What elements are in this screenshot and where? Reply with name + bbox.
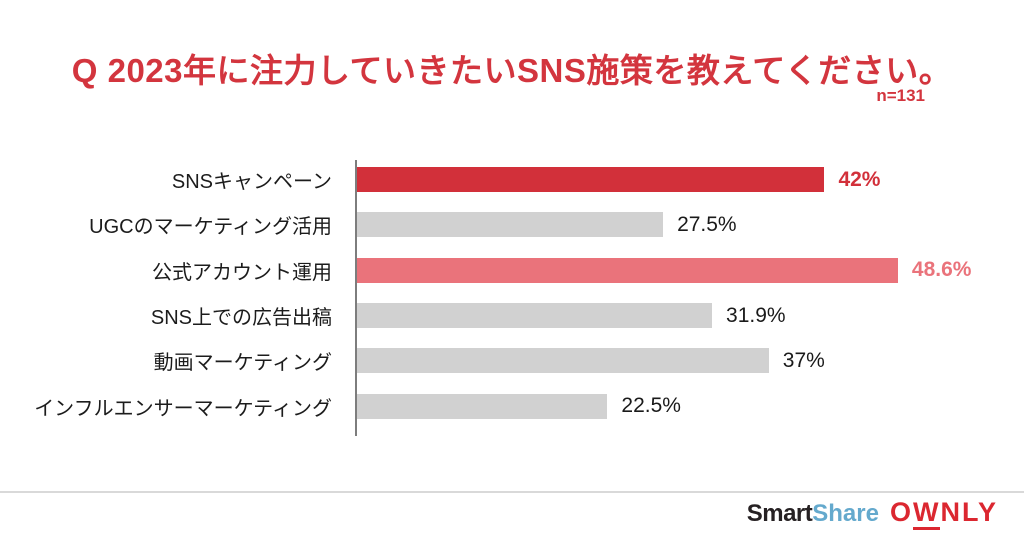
bar bbox=[357, 167, 825, 193]
chart-row: UGCのマーケティング活用 27.5% bbox=[0, 202, 1024, 247]
category-label: 公式アカウント運用 bbox=[152, 261, 332, 284]
chart-row: SNS上での広告出稿 31.9% bbox=[0, 293, 1024, 338]
category-label: インフルエンサーマーケティング bbox=[34, 397, 332, 420]
footer-divider bbox=[0, 491, 1024, 493]
axis-baseline bbox=[355, 160, 357, 436]
chart-rows: SNSキャンペーン 42% UGCのマーケティング活用 27.5% 公式アカウン… bbox=[0, 157, 1024, 429]
value-label: 27.5% bbox=[677, 212, 737, 236]
value-label: 31.9% bbox=[726, 303, 786, 327]
bar bbox=[357, 303, 713, 329]
logo-text-smart: Smart bbox=[746, 500, 813, 527]
bar bbox=[357, 393, 608, 419]
value-label: 37% bbox=[782, 348, 825, 372]
logo-text-ownly: OWNLY bbox=[889, 497, 998, 530]
bar bbox=[357, 348, 769, 374]
category-label: SNSキャンペーン bbox=[171, 171, 332, 194]
chart-row: SNSキャンペーン 42% bbox=[0, 157, 1024, 202]
value-label: 22.5% bbox=[621, 394, 681, 418]
category-label: SNS上での広告出稿 bbox=[150, 307, 332, 330]
value-label: 42% bbox=[838, 167, 881, 191]
bar bbox=[357, 257, 898, 283]
chart-title: Q 2023年に注力していきたいSNS施策を教えてください。 bbox=[71, 52, 953, 89]
bar-chart: SNSキャンペーン 42% UGCのマーケティング活用 27.5% 公式アカウン… bbox=[0, 157, 1024, 429]
value-label: 48.6% bbox=[911, 258, 972, 282]
chart-row: 公式アカウント運用 48.6% bbox=[0, 248, 1024, 293]
chart-row: 動画マーケティング 37% bbox=[0, 338, 1024, 383]
bar bbox=[357, 212, 664, 238]
smartshare-ownly-logo: Smart Share OWNLY bbox=[746, 497, 998, 530]
logo-ownly-o: O bbox=[889, 497, 913, 527]
logo-ownly-w: W bbox=[912, 497, 941, 530]
logo-ownly-rest: NLY bbox=[940, 497, 998, 527]
logo-text-share: Share bbox=[812, 500, 879, 527]
sample-size-label: n=131 bbox=[876, 86, 925, 105]
chart-row: インフルエンサーマーケティング 22.5% bbox=[0, 383, 1024, 428]
category-label: 動画マーケティング bbox=[153, 352, 332, 375]
category-label: UGCのマーケティング活用 bbox=[89, 216, 332, 239]
